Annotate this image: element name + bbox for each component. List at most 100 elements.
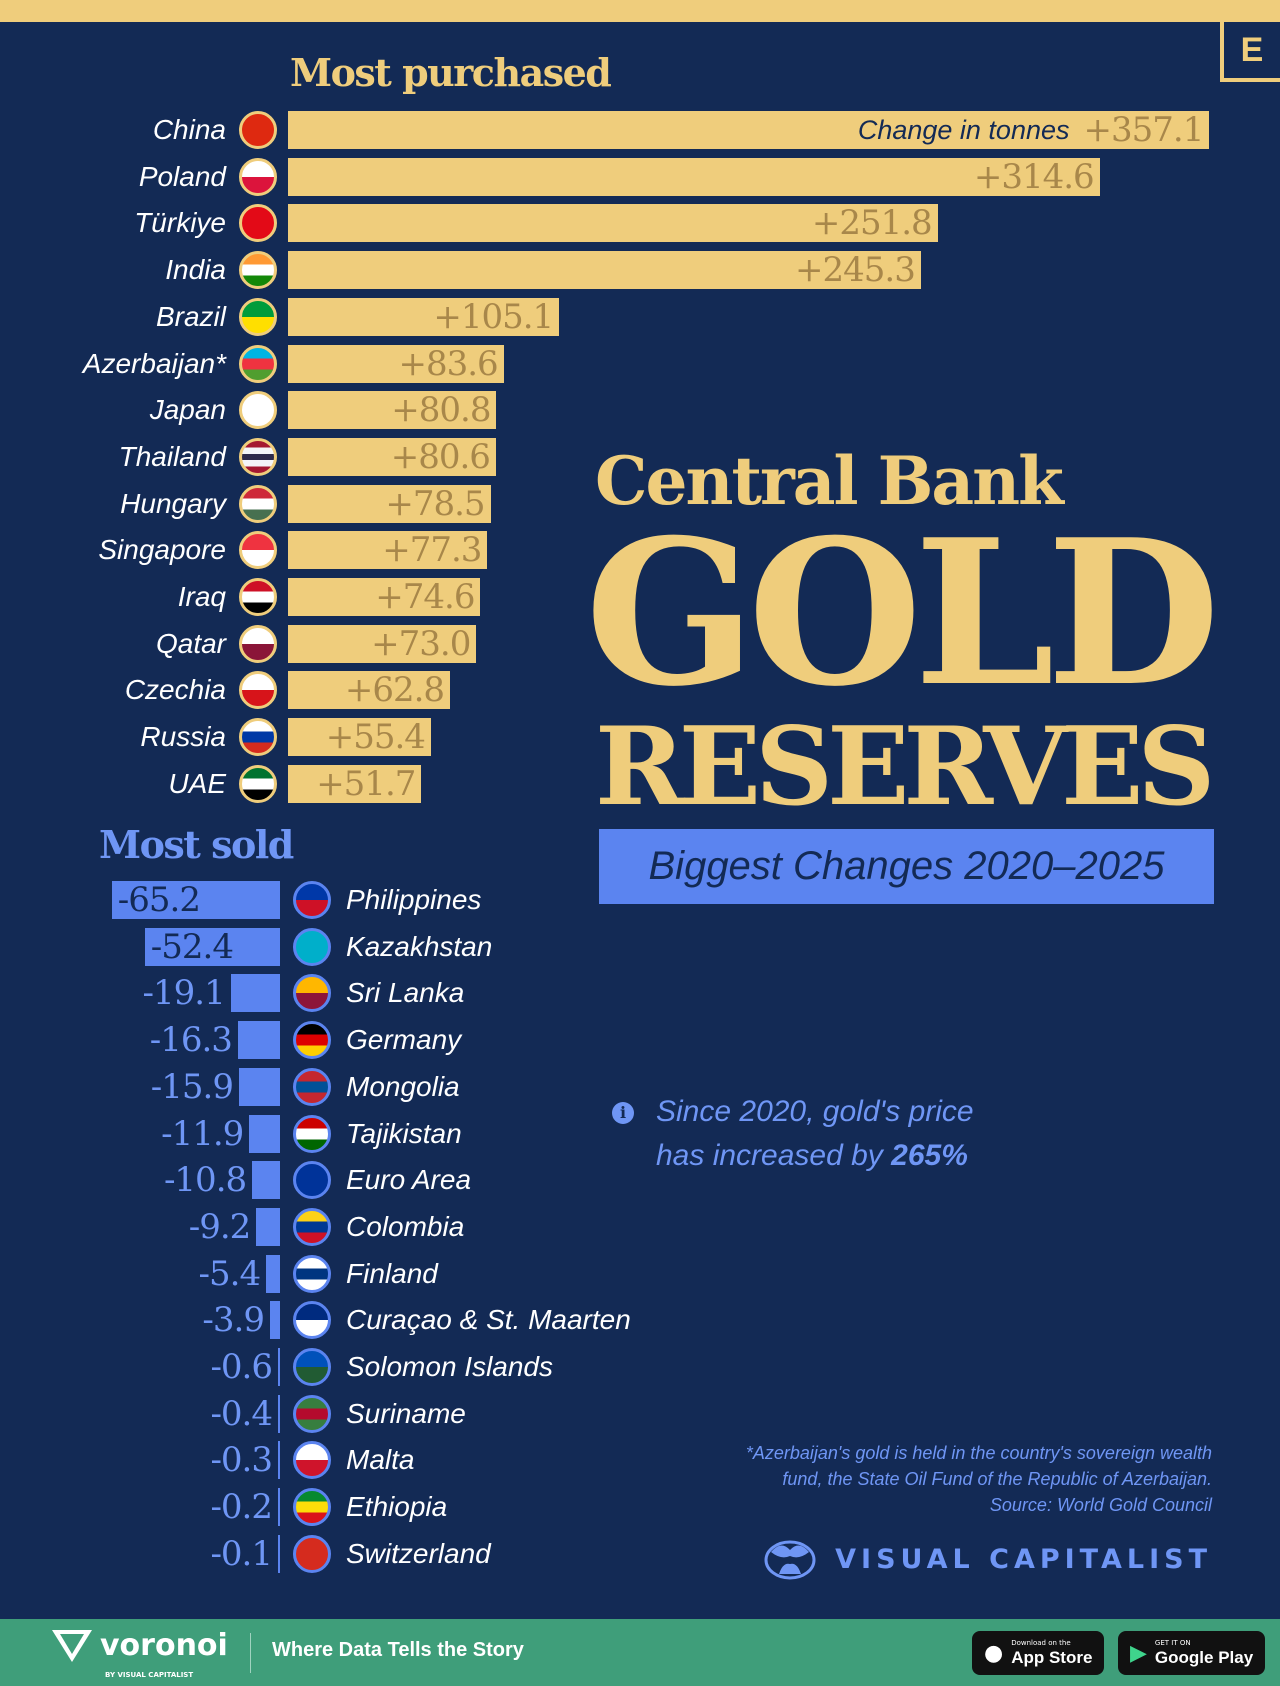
source-line: Source: World Gold Council	[989, 1495, 1212, 1515]
country-name: Curaçao & St. Maarten	[346, 1304, 631, 1336]
value-label: +62.8	[344, 670, 445, 711]
purchased-row: Hungary +78.5	[0, 483, 1280, 524]
bar	[252, 1161, 280, 1200]
flag-icon	[239, 624, 277, 663]
flag-icon	[293, 1161, 331, 1200]
bar	[288, 111, 1210, 149]
sold-row: -0.3 Malta	[0, 1441, 1280, 1480]
info-note: i Since 2020, gold's price has increased…	[612, 1090, 974, 1178]
value-label: -16.3	[149, 1020, 233, 1061]
value-label: +83.6	[398, 343, 499, 384]
bar	[238, 1067, 280, 1106]
info-highlight: 265%	[891, 1139, 968, 1172]
purchased-row: UAE +51.7	[0, 763, 1280, 804]
voronoi-logo[interactable]: voronoi	[50, 1627, 228, 1665]
purchased-row: Brazil +105.1	[0, 296, 1280, 337]
country-name: UAE	[168, 767, 226, 799]
country-name: Tajikistan	[346, 1117, 462, 1149]
sold-row: -19.1 Sri Lanka	[0, 973, 1280, 1014]
google-play-button[interactable]: ▶ GET IT ON Google Play	[1118, 1631, 1266, 1675]
top-band	[0, 0, 1280, 22]
value-label: -0.4	[210, 1393, 273, 1434]
value-label: -15.9	[150, 1066, 234, 1107]
value-label: +74.6	[375, 577, 475, 617]
purchased-row: Qatar +73.0	[0, 623, 1280, 664]
value-label: +105.1	[433, 296, 554, 337]
app-store-label: App Store	[1011, 1647, 1093, 1667]
flag-icon	[293, 1254, 331, 1293]
bar	[288, 204, 938, 243]
country-name: Azerbaijan*	[82, 347, 226, 379]
flag-icon	[293, 1394, 331, 1433]
bar	[288, 671, 451, 710]
footer-bar: voronoi BY VISUAL CAPITALIST Where Data …	[0, 1619, 1280, 1686]
sold-row: -5.4 Finland	[0, 1253, 1280, 1294]
value-label: +51.7	[316, 763, 416, 804]
app-store-small: Download on the	[1011, 1638, 1071, 1647]
bar	[230, 974, 280, 1013]
sold-row: -0.1 Switzerland	[0, 1534, 1280, 1573]
country-name: Japan	[149, 394, 226, 426]
flag-icon	[239, 251, 277, 290]
unit-label: Change in tonnes	[857, 115, 1070, 145]
bar	[288, 297, 560, 336]
info-line1: Since 2020, gold's price	[656, 1095, 974, 1128]
footnote: *Azerbaijan's gold is held in the countr…	[746, 1440, 1212, 1518]
flag-icon	[293, 1207, 331, 1246]
country-name: Sri Lanka	[346, 977, 465, 1009]
info-line2-text: has increased by	[656, 1139, 892, 1172]
country-name: Finland	[346, 1257, 438, 1289]
bar	[278, 1441, 280, 1480]
value-label: -9.2	[188, 1206, 252, 1247]
purchased-row: Czechia +62.8	[0, 670, 1280, 711]
flag-icon	[293, 1534, 331, 1573]
bar	[288, 764, 422, 803]
flag-icon	[293, 1348, 331, 1386]
value-label: +78.5	[385, 483, 485, 524]
flag-icon	[293, 1301, 331, 1340]
bar	[111, 881, 280, 919]
voronoi-icon	[52, 1630, 92, 1662]
flag-icon	[239, 764, 277, 803]
publisher-name: VISUAL CAPITALIST	[835, 1543, 1212, 1575]
value-label: +357.1	[1083, 110, 1205, 150]
country-name: Ethiopia	[346, 1491, 448, 1523]
flag-icon	[293, 974, 331, 1013]
google-play-small: GET IT ON	[1154, 1638, 1191, 1647]
purchased-row: Azerbaijan* +83.6	[0, 343, 1280, 384]
title-line3: RESERVES	[595, 704, 1215, 830]
flag-icon	[293, 1114, 331, 1153]
value-label: -11.9	[161, 1113, 244, 1154]
country-name: Thailand	[118, 440, 226, 472]
value-label: -19.1	[142, 973, 226, 1014]
value-label: +245.3	[795, 250, 916, 291]
purchased-row: Poland +314.6	[0, 157, 1280, 196]
value-label: +73.0	[371, 623, 471, 664]
footnote-line2: fund, the State Oil Fund of the Republic…	[782, 1469, 1212, 1489]
sold-row: -52.4 Kazakhstan	[0, 927, 1280, 966]
country-name: Hungary	[120, 487, 226, 519]
value-label: -5.4	[198, 1253, 262, 1294]
flag-icon	[239, 671, 277, 710]
title-line1: Central Bank	[595, 442, 1064, 520]
sold-row: -11.9 Tajikistan	[0, 1113, 1280, 1154]
value-label: -10.8	[163, 1160, 247, 1201]
country-name: Kazakhstan	[346, 930, 493, 962]
purchased-row: Türkiye +251.8	[0, 204, 1280, 243]
bar	[288, 437, 496, 476]
sold-row: -65.2 Philippines	[0, 881, 1280, 919]
flag-icon	[239, 437, 277, 476]
purchased-row: India +245.3	[0, 250, 1280, 291]
country-name: Türkiye	[134, 207, 226, 239]
country-name: Suriname	[346, 1397, 466, 1429]
info-line2: has increased by 265%	[656, 1134, 974, 1178]
google-play-icon: ▶	[1130, 1640, 1147, 1666]
country-name: Germany	[346, 1024, 462, 1056]
flag-icon	[239, 111, 277, 149]
purchased-row: China +357.1 Change in tonnes	[0, 111, 1280, 149]
flag-icon	[239, 531, 277, 570]
app-store-button[interactable]: ● Download on the App Store	[972, 1631, 1105, 1675]
value-label: -0.2	[210, 1487, 273, 1528]
sold-row: -10.8 Euro Area	[0, 1160, 1280, 1201]
bar	[288, 157, 1100, 196]
